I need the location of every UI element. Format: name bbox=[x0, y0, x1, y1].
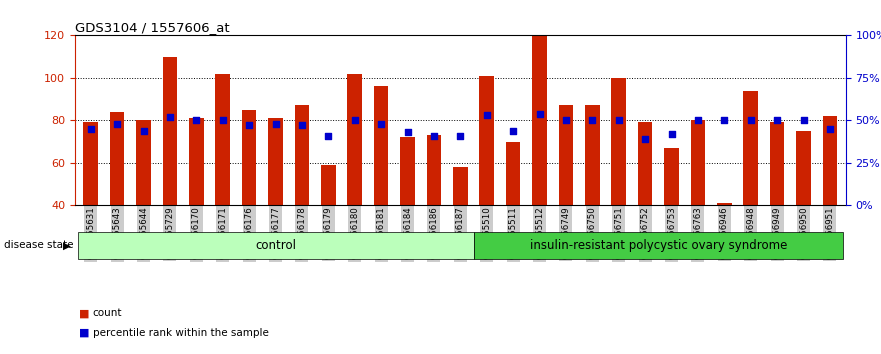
Bar bbox=[823, 116, 837, 205]
Point bbox=[84, 126, 98, 132]
Point bbox=[137, 128, 151, 133]
Point bbox=[110, 121, 124, 127]
Text: percentile rank within the sample: percentile rank within the sample bbox=[93, 328, 269, 338]
Point bbox=[163, 114, 177, 120]
Point bbox=[506, 128, 520, 133]
Bar bbox=[691, 120, 705, 205]
Point bbox=[744, 118, 758, 123]
Bar bbox=[611, 78, 626, 205]
Point bbox=[770, 118, 784, 123]
Bar bbox=[400, 137, 415, 205]
Point bbox=[216, 118, 230, 123]
Bar bbox=[796, 131, 811, 205]
Bar bbox=[84, 122, 98, 205]
Point bbox=[796, 118, 811, 123]
Point bbox=[453, 133, 467, 138]
Point bbox=[374, 121, 389, 127]
Text: ▶: ▶ bbox=[63, 240, 71, 250]
Text: disease state: disease state bbox=[4, 240, 74, 250]
Point bbox=[189, 118, 204, 123]
Point bbox=[611, 118, 626, 123]
Point bbox=[823, 126, 837, 132]
Bar bbox=[664, 148, 678, 205]
Text: ■: ■ bbox=[79, 328, 90, 338]
Point bbox=[322, 133, 336, 138]
Text: GDS3104 / 1557606_at: GDS3104 / 1557606_at bbox=[75, 21, 230, 34]
Bar bbox=[717, 203, 731, 205]
Bar bbox=[585, 105, 600, 205]
Point bbox=[559, 118, 573, 123]
Bar bbox=[559, 105, 574, 205]
Bar bbox=[268, 118, 283, 205]
Bar bbox=[479, 76, 494, 205]
Bar bbox=[347, 74, 362, 205]
Bar bbox=[506, 142, 521, 205]
Bar bbox=[426, 135, 441, 205]
Point bbox=[585, 118, 599, 123]
Bar bbox=[78, 232, 473, 259]
Point bbox=[269, 121, 283, 127]
Point bbox=[242, 122, 256, 128]
Bar bbox=[321, 165, 336, 205]
Point bbox=[691, 118, 705, 123]
Point bbox=[664, 131, 678, 137]
Point bbox=[348, 118, 362, 123]
Point bbox=[401, 130, 415, 135]
Bar bbox=[137, 120, 151, 205]
Point bbox=[295, 122, 309, 128]
Bar bbox=[532, 35, 547, 205]
Bar bbox=[242, 110, 256, 205]
Text: ■: ■ bbox=[79, 308, 90, 318]
Bar bbox=[638, 122, 653, 205]
Bar bbox=[453, 167, 468, 205]
Text: count: count bbox=[93, 308, 122, 318]
Bar bbox=[473, 232, 843, 259]
Text: control: control bbox=[255, 239, 296, 252]
Bar bbox=[163, 57, 177, 205]
Bar bbox=[189, 118, 204, 205]
Bar bbox=[770, 122, 784, 205]
Bar bbox=[744, 91, 758, 205]
Point bbox=[479, 113, 493, 118]
Point bbox=[427, 133, 441, 138]
Point bbox=[717, 118, 731, 123]
Bar bbox=[294, 105, 309, 205]
Point bbox=[638, 136, 652, 142]
Point bbox=[532, 111, 546, 116]
Bar bbox=[110, 112, 124, 205]
Bar bbox=[216, 74, 230, 205]
Text: insulin-resistant polycystic ovary syndrome: insulin-resistant polycystic ovary syndr… bbox=[529, 239, 787, 252]
Bar bbox=[374, 86, 389, 205]
